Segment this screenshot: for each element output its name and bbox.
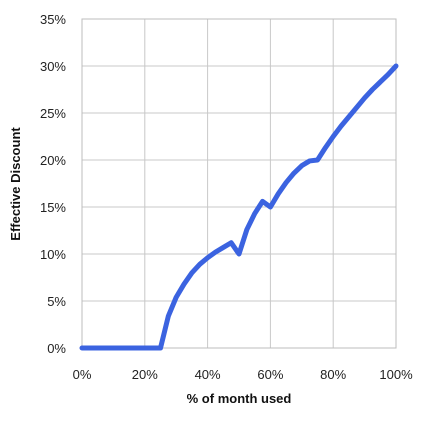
y-axis-tick-labels: 0% 5% 10% 15% 20% 25% 30% 35% xyxy=(40,12,66,356)
x-axis-tick-labels: 0% 20% 40% 60% 80% 100% xyxy=(73,367,413,382)
x-tick-label: 0% xyxy=(73,367,92,382)
x-tick-label: 100% xyxy=(379,367,413,382)
y-tick-label: 30% xyxy=(40,59,66,74)
y-tick-label: 15% xyxy=(40,200,66,215)
y-tick-label: 5% xyxy=(47,294,66,309)
y-tick-label: 25% xyxy=(40,106,66,121)
x-tick-label: 80% xyxy=(320,367,346,382)
x-axis-title: % of month used xyxy=(187,391,292,406)
y-tick-label: 20% xyxy=(40,153,66,168)
plot-area-frame xyxy=(81,18,397,349)
y-tick-label: 0% xyxy=(47,341,66,356)
series-line xyxy=(79,63,399,351)
x-tick-label: 60% xyxy=(257,367,283,382)
x-tick-label: 40% xyxy=(195,367,221,382)
gridlines xyxy=(81,18,397,349)
x-tick-label: 20% xyxy=(132,367,158,382)
series-layer xyxy=(79,63,399,351)
y-axis-title: Effective Discount xyxy=(8,127,23,241)
y-tick-label: 35% xyxy=(40,12,66,27)
y-tick-label: 10% xyxy=(40,247,66,262)
